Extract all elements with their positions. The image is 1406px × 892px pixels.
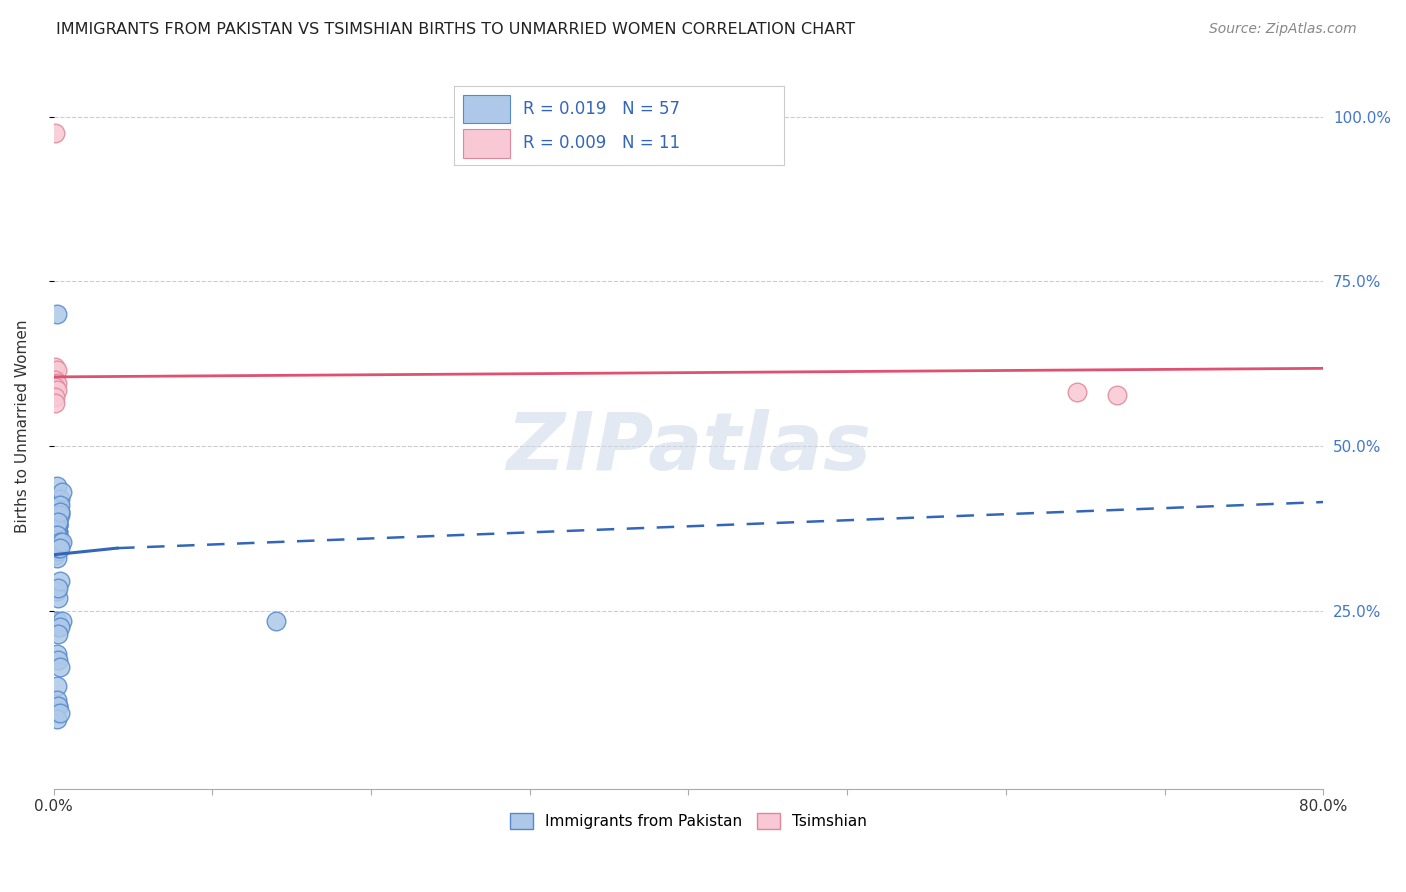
Point bbox=[44, 380, 66, 394]
Point bbox=[45, 524, 67, 539]
Point bbox=[48, 541, 70, 556]
Point bbox=[44, 706, 66, 720]
Point bbox=[48, 515, 70, 529]
Point bbox=[45, 551, 67, 566]
Point bbox=[45, 531, 67, 545]
Point bbox=[45, 531, 67, 545]
Point bbox=[48, 515, 70, 529]
Point bbox=[51, 534, 73, 549]
Point bbox=[49, 505, 72, 519]
Point bbox=[45, 383, 67, 397]
Point bbox=[48, 620, 70, 634]
Point bbox=[44, 126, 66, 140]
Point bbox=[48, 626, 70, 640]
Point bbox=[49, 491, 72, 506]
Point bbox=[48, 518, 70, 533]
Point bbox=[45, 647, 67, 661]
Point bbox=[48, 581, 70, 595]
Point bbox=[45, 521, 67, 535]
Point bbox=[49, 659, 72, 673]
Legend: Immigrants from Pakistan, Tsimshian: Immigrants from Pakistan, Tsimshian bbox=[503, 807, 873, 835]
Point bbox=[45, 692, 67, 706]
Point bbox=[48, 511, 70, 525]
Point bbox=[45, 515, 67, 529]
Point bbox=[49, 706, 72, 720]
Point bbox=[48, 524, 70, 539]
Point bbox=[48, 499, 70, 513]
Point bbox=[48, 508, 70, 523]
Point bbox=[45, 680, 67, 694]
Point bbox=[48, 518, 70, 533]
Point bbox=[45, 528, 67, 542]
Point bbox=[48, 518, 70, 533]
Point bbox=[48, 653, 70, 667]
Point bbox=[44, 390, 66, 404]
Point bbox=[49, 574, 72, 588]
Point bbox=[264, 614, 287, 628]
Text: IMMIGRANTS FROM PAKISTAN VS TSIMSHIAN BIRTHS TO UNMARRIED WOMEN CORRELATION CHAR: IMMIGRANTS FROM PAKISTAN VS TSIMSHIAN BI… bbox=[56, 22, 855, 37]
Point bbox=[44, 541, 66, 556]
Point bbox=[45, 712, 67, 726]
Point bbox=[45, 528, 67, 542]
Point bbox=[44, 548, 66, 562]
Point bbox=[48, 591, 70, 605]
Point bbox=[45, 524, 67, 539]
Point bbox=[44, 396, 66, 410]
Point bbox=[48, 699, 70, 714]
Point bbox=[44, 373, 66, 387]
Point bbox=[48, 699, 70, 714]
Point bbox=[45, 534, 67, 549]
Point bbox=[45, 307, 67, 321]
Point bbox=[49, 534, 72, 549]
Point bbox=[45, 521, 67, 535]
Point bbox=[51, 614, 73, 628]
Point bbox=[45, 478, 67, 492]
Text: ZIPatlas: ZIPatlas bbox=[506, 409, 870, 487]
Point bbox=[49, 505, 72, 519]
Point bbox=[45, 614, 67, 628]
Point bbox=[48, 544, 70, 558]
Point bbox=[51, 485, 73, 500]
Point bbox=[44, 359, 66, 374]
Point bbox=[48, 524, 70, 539]
Point bbox=[49, 508, 72, 523]
Point bbox=[45, 583, 67, 598]
Point bbox=[45, 376, 67, 391]
Point bbox=[1105, 388, 1128, 402]
Point bbox=[49, 620, 72, 634]
Point bbox=[48, 511, 70, 525]
Point bbox=[1066, 385, 1088, 400]
Y-axis label: Births to Unmarried Women: Births to Unmarried Women bbox=[15, 319, 30, 533]
Point bbox=[49, 499, 72, 513]
Text: Source: ZipAtlas.com: Source: ZipAtlas.com bbox=[1209, 22, 1357, 37]
Point bbox=[49, 541, 72, 556]
Point bbox=[45, 363, 67, 377]
